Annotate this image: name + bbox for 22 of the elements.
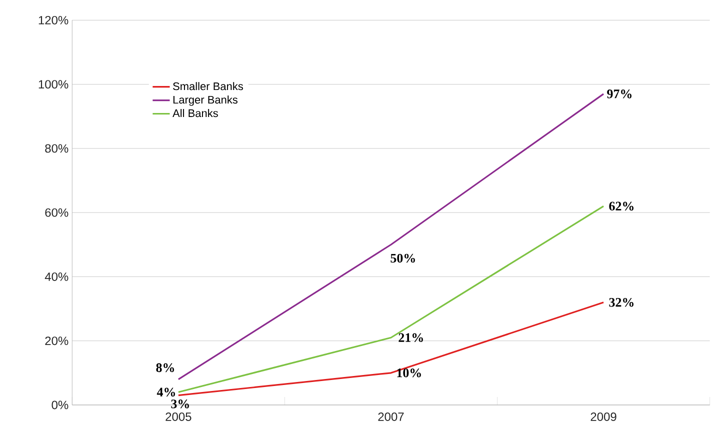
legend-label: Larger Banks xyxy=(173,95,238,106)
y-tick-label: 40% xyxy=(44,272,68,281)
data-label: 97% xyxy=(607,89,632,98)
data-label: 4% xyxy=(156,388,176,396)
x-tick-label: 2005 xyxy=(166,412,192,421)
data-label: 21% xyxy=(398,333,423,342)
legend-label: Smaller Banks xyxy=(173,82,243,90)
data-label: 62% xyxy=(609,202,634,210)
data-label: 10% xyxy=(397,368,421,378)
y-tick-label: 60% xyxy=(45,208,68,217)
y-tick-label: 0% xyxy=(52,400,68,410)
legend-label: All Banks xyxy=(172,108,218,118)
data-label: 50% xyxy=(390,254,415,263)
y-tick-label: 80% xyxy=(45,144,68,153)
x-tick-label: 2007 xyxy=(378,412,404,421)
data-label: 32% xyxy=(609,298,634,307)
x-tick-label: 2009 xyxy=(590,412,616,421)
y-tick-label: 20% xyxy=(45,336,68,346)
data-label: 3% xyxy=(171,399,189,408)
data-label: 8% xyxy=(156,363,174,372)
y-tick-label: 120% xyxy=(38,16,68,24)
y-tick-label: 100% xyxy=(38,80,68,88)
